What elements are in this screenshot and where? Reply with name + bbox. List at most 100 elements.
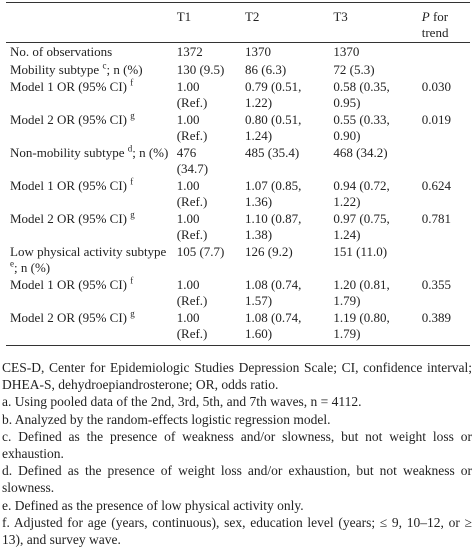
table-cell: 1370 — [333, 44, 360, 59]
table-row: Non-mobility subtype d; n (%) 476 (34.7) 4… — [6, 144, 470, 177]
table-cell: 1.20 (0.81, 1.79) — [333, 277, 390, 308]
table-row: Model 2 OR (95% CI) g 1.00 (Ref.) 0.80 (0.… — [6, 111, 470, 144]
table-row: Model 1 OR (95% CI) f 1.00 (Ref.) 0.79 (0.… — [6, 78, 470, 111]
table-cell: 0.79 (0.51, 1.22) — [244, 79, 302, 110]
footnote-marker: f — [130, 77, 134, 88]
trend-label: for trend — [421, 9, 449, 40]
table-cell — [418, 61, 470, 79]
footnote: b. Analyzed by the random-effects logist… — [2, 411, 331, 427]
footnote: a. Using pooled data of the 2nd, 3rd, 5t… — [2, 394, 362, 410]
table-cell: 105 (7.7) — [176, 244, 225, 259]
footnote-marker: g — [130, 308, 135, 319]
row-label-text: Mobility subtype — [10, 61, 100, 77]
row-label: Model 1 OR (95% CI) f — [6, 276, 173, 309]
row-label-text: Model 2 OR (95% CI) — [10, 310, 127, 325]
table-row: Mobility subtype c; n (%) 130 (9.5) 86 (6.… — [6, 61, 470, 79]
header-row: T1 T2 T3 P for trend — [6, 3, 470, 43]
row-label-text: Model 2 OR (95% CI) — [10, 211, 127, 226]
header-cell: T1 — [176, 9, 192, 24]
footnote-marker: d — [127, 143, 133, 154]
table-cell: 1.10 (0.87, 1.38) — [244, 211, 302, 242]
table-cell: 1.00 (Ref.) — [176, 277, 208, 308]
row-label-suffix: ; n (%) — [106, 61, 143, 77]
row-label-suffix: ; n (%) — [14, 259, 51, 275]
table-cell: 485 (35.4) — [244, 145, 300, 160]
table-cell — [418, 243, 470, 276]
row-label-text: Model 1 OR (95% CI) — [10, 79, 127, 94]
row-label-text: Model 2 OR (95% CI) — [10, 112, 127, 127]
table-cell: 1372 — [176, 44, 203, 59]
table-row: Model 2 OR (95% CI) g 1.00 (Ref.) 1.08 (0.… — [6, 309, 470, 346]
row-label: Model 1 OR (95% CI) f — [6, 78, 173, 111]
row-label-text: Non-mobility subtype — [10, 145, 125, 160]
table-cell: 1.00 (Ref.) — [176, 79, 208, 110]
row-label: Mobility subtype c; n (%) — [6, 61, 173, 79]
table-row: Low physical activity subtype e; n (%) 10… — [6, 243, 470, 276]
row-label-suffix: ; n (%) — [132, 145, 169, 160]
footnote: f. Adjusted for age (years, continuous),… — [2, 514, 472, 548]
footnote-marker: f — [130, 176, 134, 187]
header-cell: P for trend — [418, 3, 470, 43]
footnote: c. Defined as the presence of weakness a… — [2, 428, 472, 462]
header-cell: T3 — [333, 9, 348, 24]
table-cell: 0.55 (0.33, 0.90) — [333, 112, 390, 143]
table-cell: 1.00 (Ref.) — [176, 112, 208, 143]
table-cell — [418, 144, 470, 177]
table-cell: 1.00 (Ref.) — [176, 310, 208, 341]
row-label-text: Model 1 OR (95% CI) — [10, 277, 127, 292]
row-label: Model 1 OR (95% CI) f — [6, 177, 173, 210]
results-table: T1 T2 T3 P for trend No. of observations… — [6, 2, 470, 346]
table-row: Model 1 OR (95% CI) f 1.00 (Ref.) 1.08 (0.… — [6, 276, 470, 309]
table-cell: 1.00 (Ref.) — [176, 178, 208, 209]
table-cell: 0.389 — [421, 310, 451, 325]
footnotes: CES-D, Center for Epidemiologic Studies … — [2, 359, 472, 548]
table-cell: 1.19 (0.80, 1.79) — [333, 310, 390, 341]
table-cell: 0.030 — [421, 79, 451, 94]
table-cell: 0.94 (0.72, 1.22) — [333, 178, 390, 209]
footnote-marker: g — [130, 209, 135, 220]
table-cell: 1.08 (0.74, 1.60) — [244, 310, 302, 341]
row-label: No. of observations — [6, 43, 173, 61]
table-cell: 0.624 — [421, 178, 451, 193]
table-cell: 0.80 (0.51, 1.24) — [244, 112, 302, 143]
table-cell: 0.355 — [421, 277, 451, 292]
table-body: No. of observations 1372 1370 1370 Mobility … — [6, 43, 470, 346]
row-label: Model 2 OR (95% CI) g — [6, 309, 173, 346]
table-cell — [418, 43, 470, 61]
footnote: e. Defined as the presence of low physic… — [2, 497, 304, 513]
table-header: T1 T2 T3 P for trend — [6, 3, 470, 43]
table-cell: 0.781 — [421, 211, 451, 226]
table-row: No. of observations 1372 1370 1370 — [6, 43, 470, 61]
table-cell: 86 (6.3) — [244, 61, 287, 77]
table-cell: 72 (5.3) — [333, 61, 375, 77]
table-cell: 1370 — [244, 44, 271, 59]
footnote-marker: e — [10, 258, 14, 269]
row-label-text: Model 1 OR (95% CI) — [10, 178, 127, 193]
footnote: CES-D, Center for Epidemiologic Studies … — [2, 360, 472, 393]
header-cell: T2 — [244, 9, 260, 24]
table-cell: 1.07 (0.85, 1.36) — [244, 178, 302, 209]
table-cell: 130 (9.5) — [176, 61, 225, 77]
footnote-marker: g — [130, 110, 135, 121]
row-label: Non-mobility subtype d; n (%) — [6, 144, 173, 177]
footnote-marker: c — [102, 60, 107, 71]
table-cell: 0.019 — [421, 112, 451, 127]
row-label: Low physical activity subtype e; n (%) — [6, 243, 173, 276]
table-cell: 1.08 (0.74, 1.57) — [244, 277, 302, 308]
table-cell: 1.00 (Ref.) — [176, 211, 208, 242]
header-cell — [6, 3, 173, 43]
row-label-text: No. of observations — [10, 44, 113, 59]
p-symbol: P — [421, 9, 430, 24]
table-cell: 0.97 (0.75, 1.24) — [333, 211, 390, 242]
table-cell: 151 (11.0) — [333, 244, 388, 259]
footnote-marker: f — [130, 275, 134, 286]
table-cell: 476 (34.7) — [176, 145, 209, 176]
table-cell: 0.58 (0.35, 0.95) — [333, 79, 390, 110]
footnote: d. Defined as the presence of weight los… — [2, 463, 472, 496]
table-cell: 468 (34.2) — [333, 145, 388, 160]
row-label: Model 2 OR (95% CI) g — [6, 111, 173, 144]
row-label-text: Low physical activity subtype — [10, 244, 167, 259]
row-label: Model 2 OR (95% CI) g — [6, 210, 173, 243]
table-cell: 126 (9.2) — [244, 244, 293, 259]
